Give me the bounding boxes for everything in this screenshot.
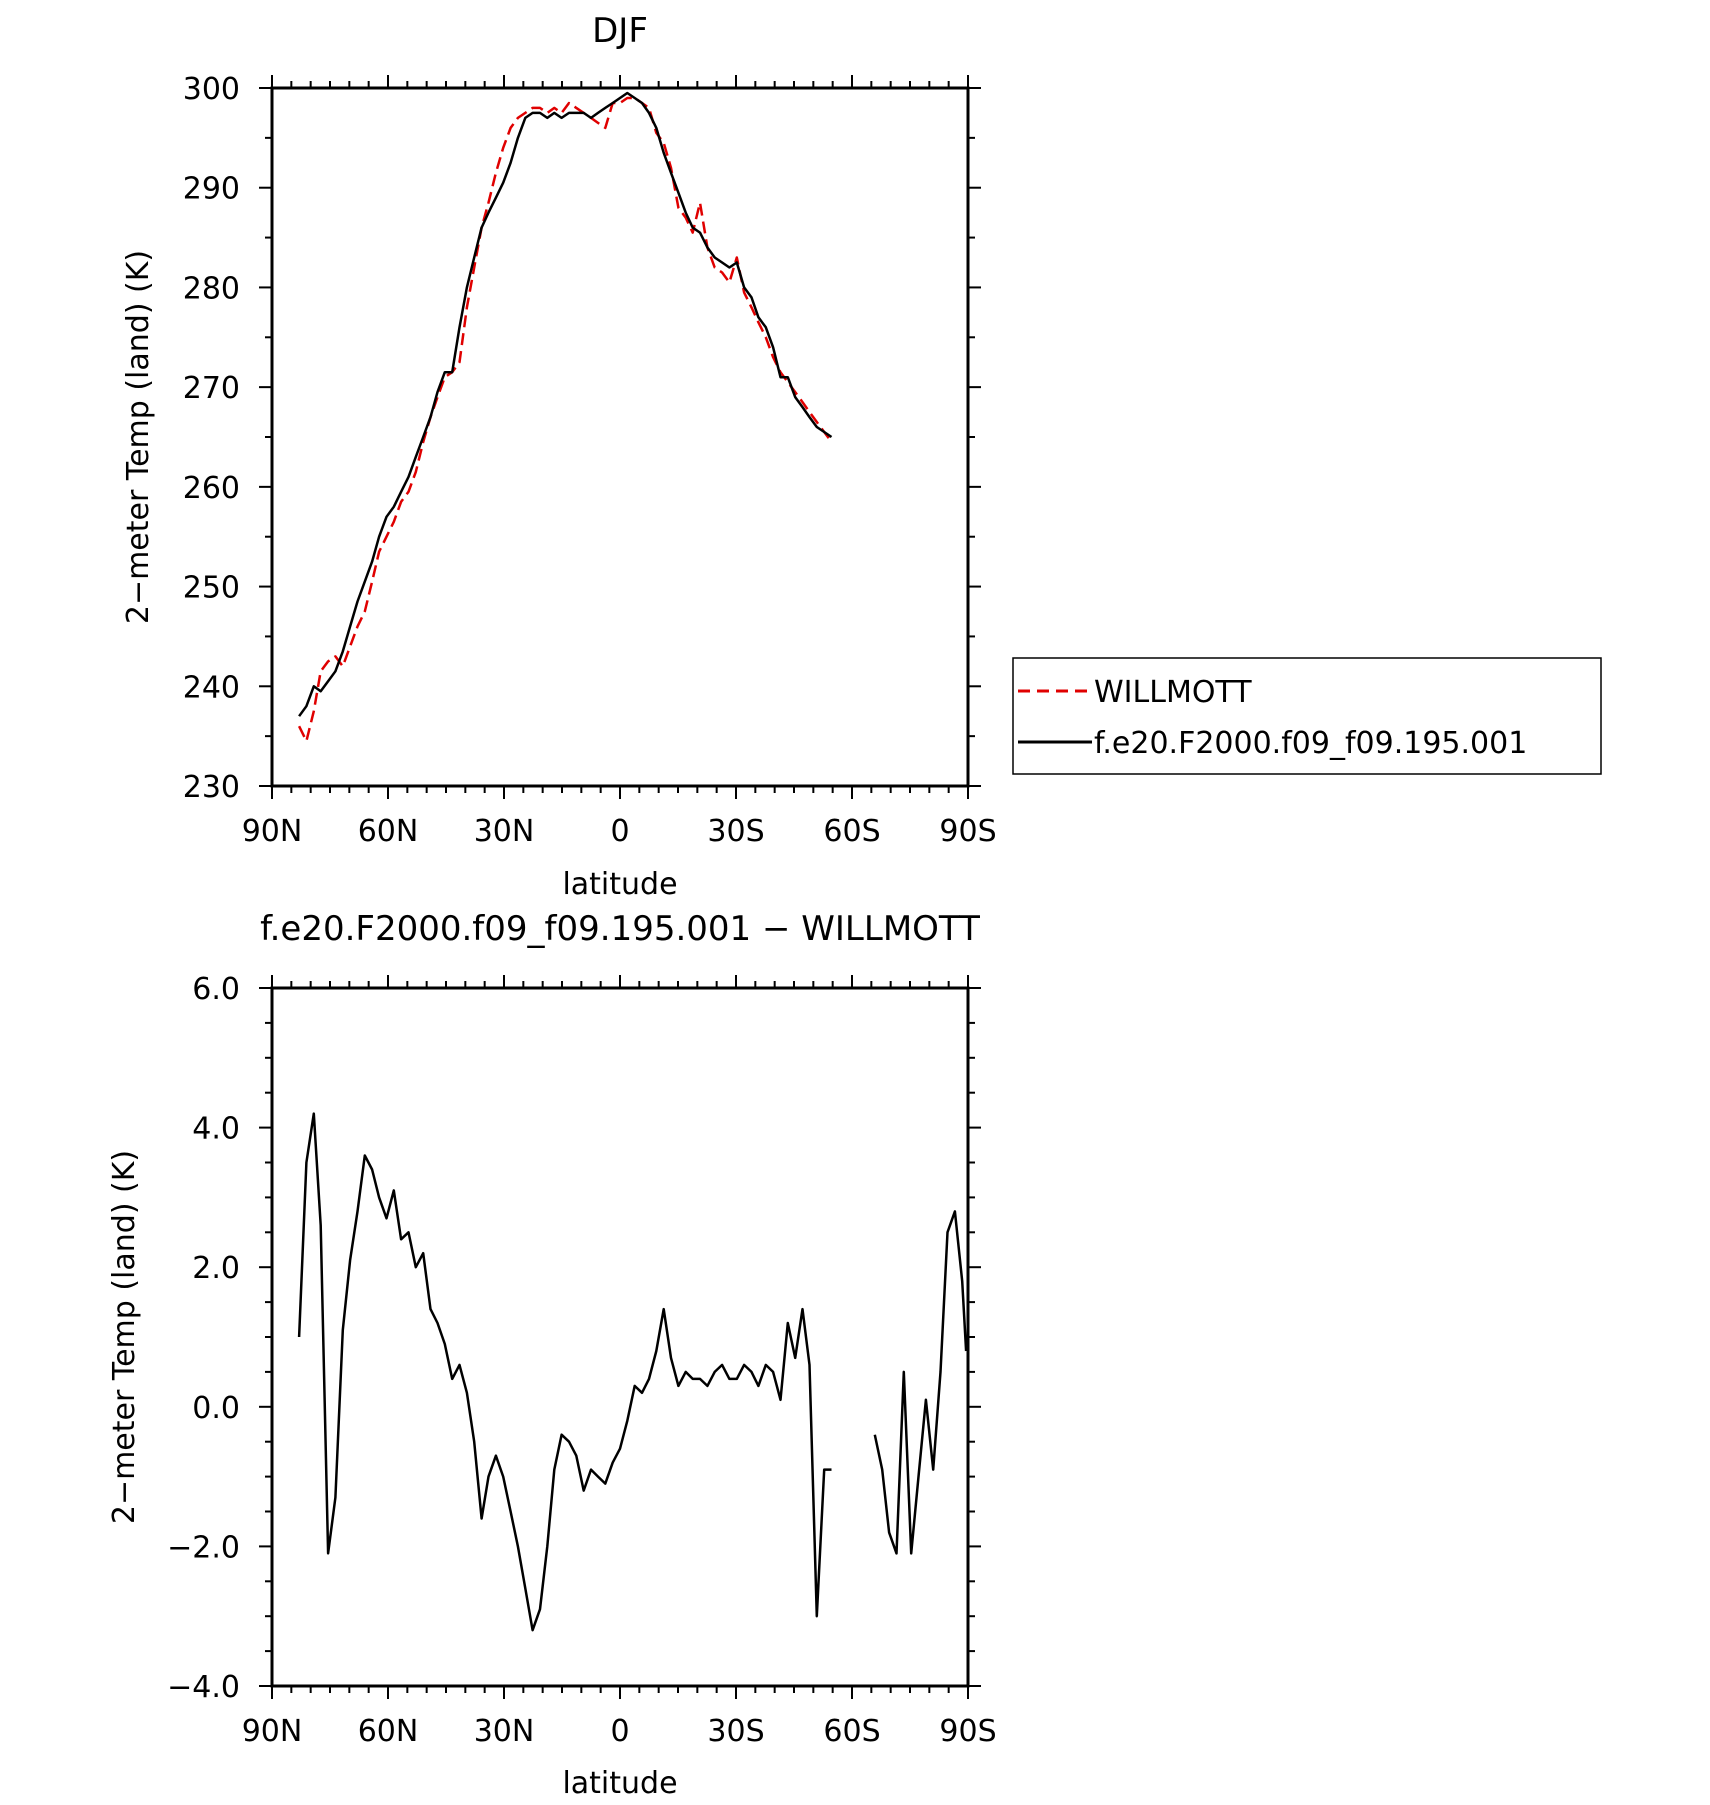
top-xtick-label: 90S <box>939 814 996 849</box>
bottom-xlabel: latitude <box>562 1766 677 1801</box>
top-plot-frame <box>270 86 970 788</box>
bottom-title: f.e20.F2000.f09_f09.195.001 − WILLMOTT <box>260 909 980 949</box>
bottom-xtick-label: 90N <box>242 1714 303 1749</box>
bottom-xtick-label: 60N <box>358 1714 419 1749</box>
top-xtick-label: 0 <box>610 814 629 849</box>
top-title: DJF <box>592 11 648 51</box>
top-ticks-group <box>259 75 981 799</box>
top-ytick-label: 240 <box>183 670 240 705</box>
top-ylabel: 2−meter Temp (land) (K) <box>121 250 156 624</box>
top-xtick-label: 60S <box>823 814 880 849</box>
top-ytick-label: 260 <box>183 471 240 506</box>
bottom-ytick-label: 0.0 <box>192 1391 240 1426</box>
top-xtick-label: 30N <box>474 814 535 849</box>
top-ytick-label: 300 <box>183 72 240 107</box>
legend-label-model: f.e20.F2000.f09_f09.195.001 <box>1094 726 1527 761</box>
bottom-ytick-label: −2.0 <box>167 1530 240 1565</box>
bottom-tick-labels: 90N 60N 30N 0 30S 60S 90S −4.0 −2.0 0.0 2.0 4.0 6.0 <box>167 972 996 1749</box>
top-series-group <box>297 91 833 743</box>
top-ytick-label: 250 <box>183 571 240 606</box>
top-series-1-line-0 <box>298 91 833 717</box>
bottom-series-group <box>297 1112 968 1632</box>
bottom-ytick-label: 2.0 <box>192 1251 240 1286</box>
bottom-xtick-label: 30N <box>474 1714 535 1749</box>
bottom-ytick-label: 6.0 <box>192 972 240 1007</box>
top-xtick-label: 60N <box>358 814 419 849</box>
bottom-xtick-label: 0 <box>610 1714 629 1749</box>
legend-box <box>1012 657 1602 775</box>
top-ytick-label: 230 <box>183 770 240 805</box>
bottom-xtick-label: 30S <box>707 1714 764 1749</box>
top-series-0-line-0 <box>297 96 833 743</box>
top-ytick-label: 270 <box>183 371 240 406</box>
top-xtick-label: 90N <box>242 814 303 849</box>
top-ytick-label: 280 <box>183 271 240 306</box>
bottom-ytick-label: 4.0 <box>192 1112 240 1147</box>
legend-label-willmott: WILLMOTT <box>1094 675 1252 710</box>
bottom-series-0-line-0 <box>297 1112 832 1632</box>
top-xlabel: latitude <box>562 867 677 902</box>
top-ytick-label: 290 <box>183 172 240 207</box>
bottom-ticks-group <box>259 975 981 1699</box>
bottom-plot-frame <box>270 986 970 1688</box>
top-tick-labels: 90N 60N 30N 0 30S 60S 90S 230 240 250 260 270 280 290… <box>183 72 997 849</box>
bottom-xtick-label: 60S <box>823 1714 880 1749</box>
bottom-series-0-line-1 <box>873 1210 968 1555</box>
bottom-xtick-label: 90S <box>939 1714 996 1749</box>
bottom-ytick-label: −4.0 <box>167 1670 240 1705</box>
top-panel: DJF 90N 60N 30N 0 30S 60S 90S 230 240 250 260 270 28… <box>121 11 997 902</box>
legend: WILLMOTT f.e20.F2000.f09_f09.195.001 <box>1012 657 1602 775</box>
top-xtick-label: 30S <box>707 814 764 849</box>
bottom-ylabel: 2−meter Temp (land) (K) <box>107 1150 142 1524</box>
bottom-panel: f.e20.F2000.f09_f09.195.001 − WILLMOTT 9… <box>107 909 997 1801</box>
